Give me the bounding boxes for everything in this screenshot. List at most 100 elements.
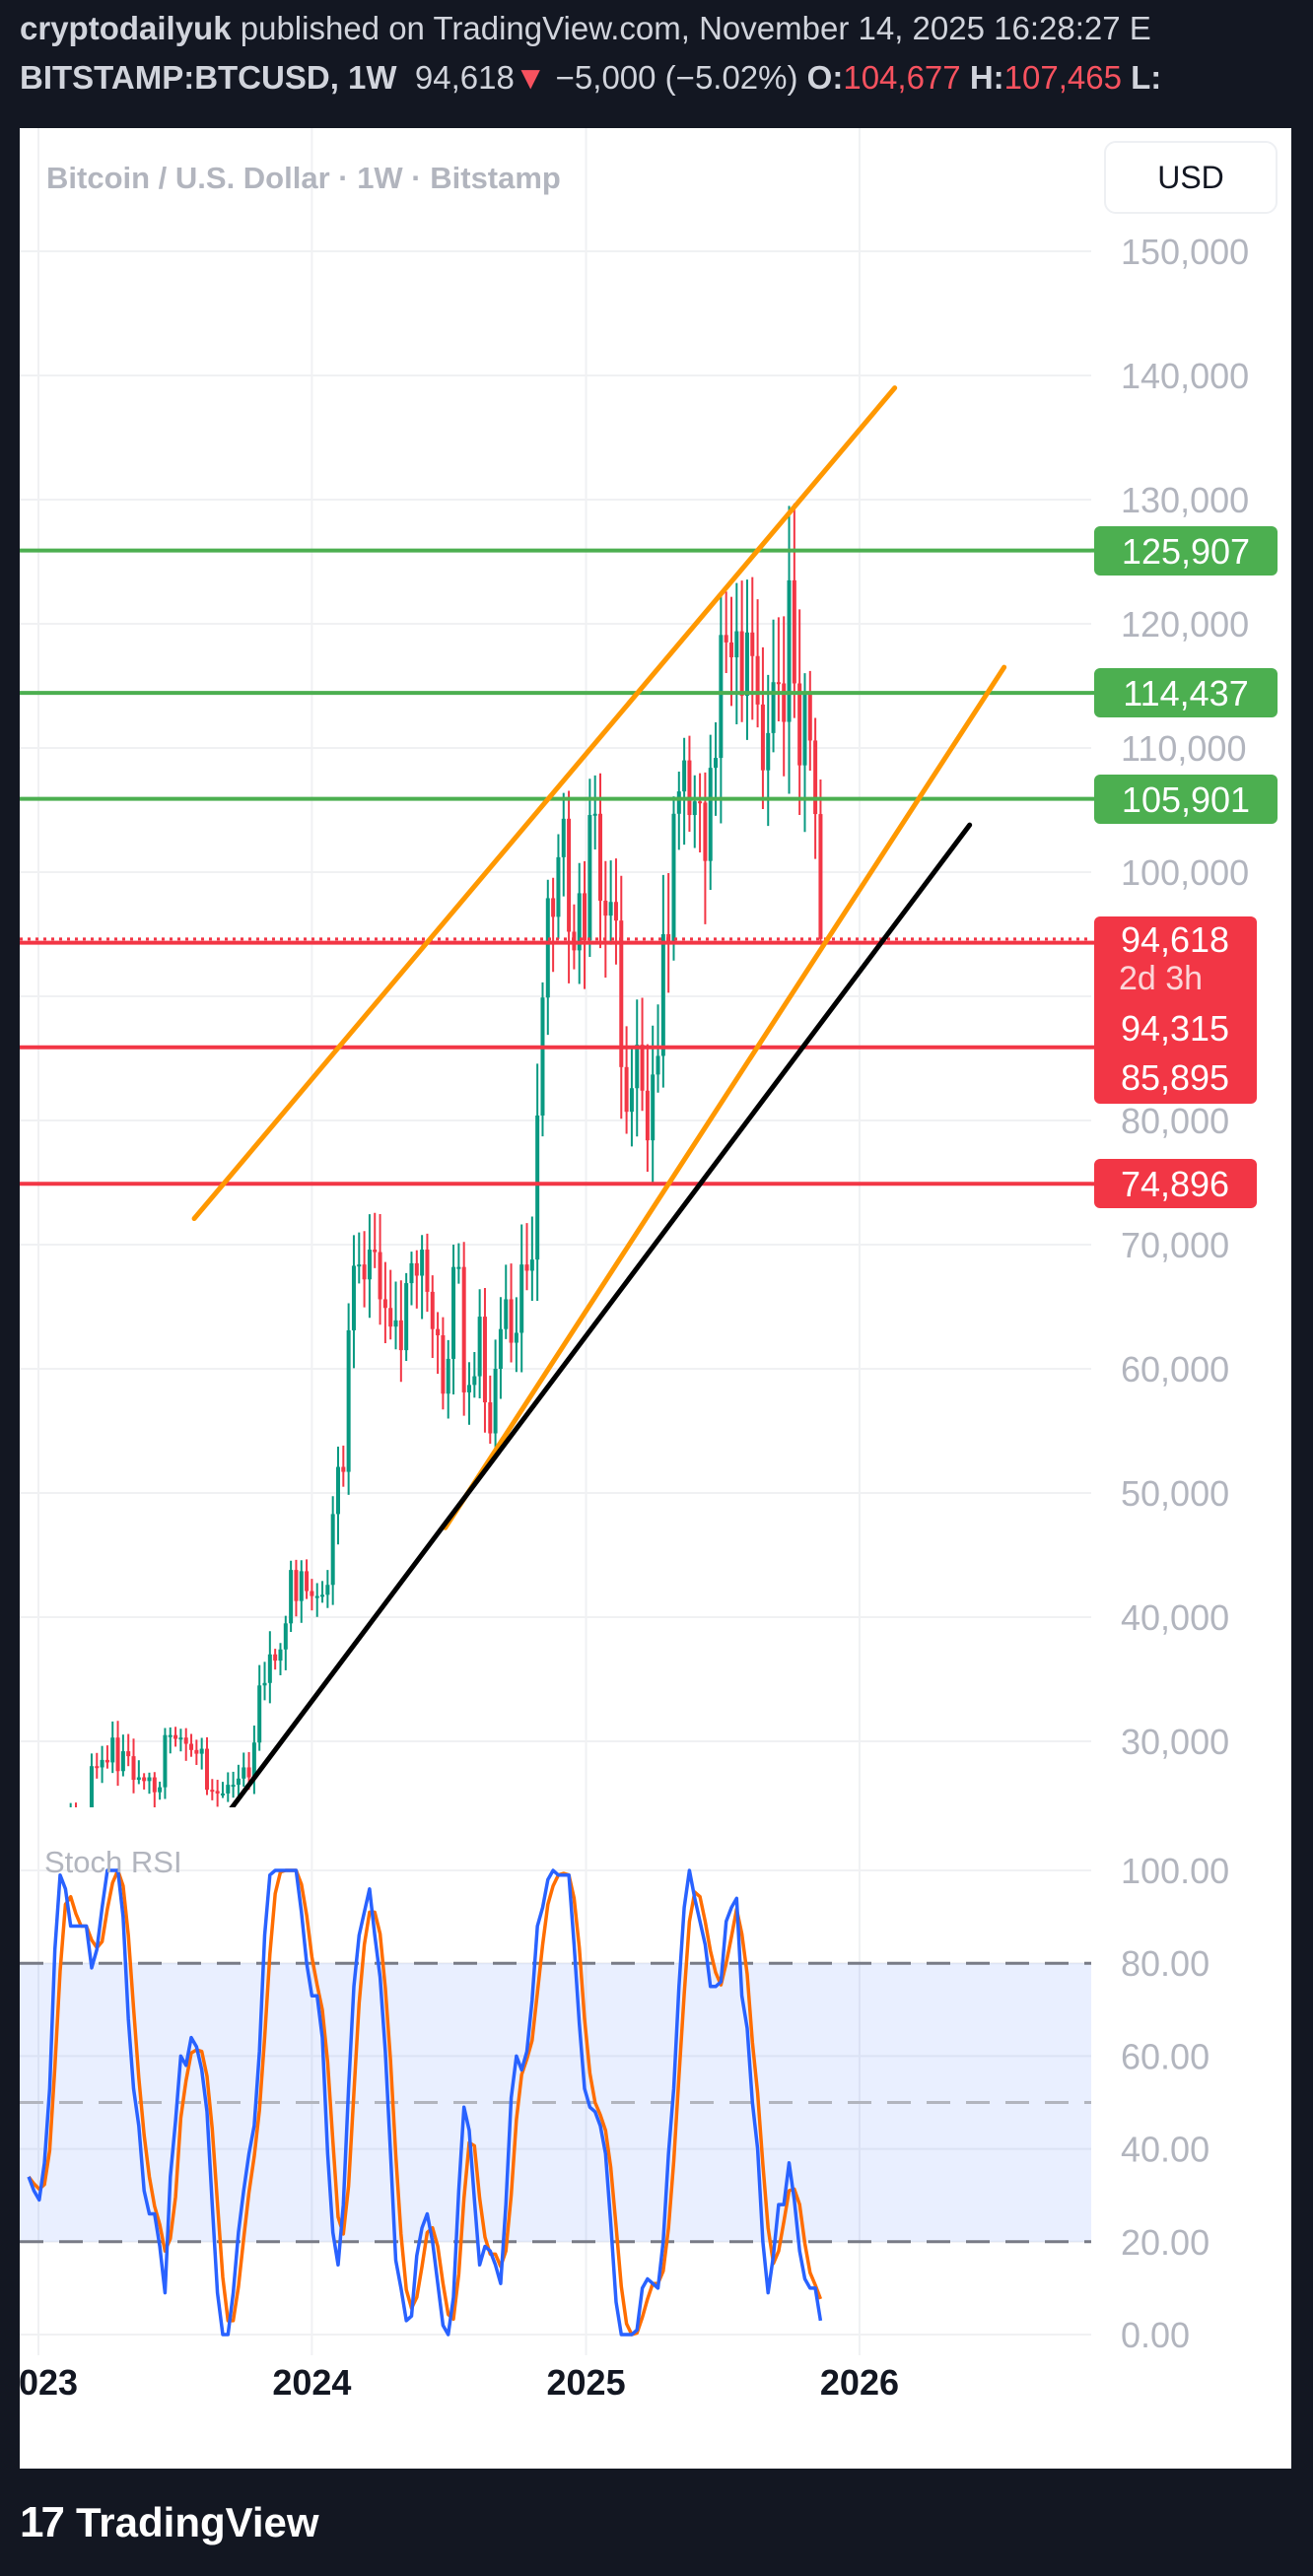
candle-body — [535, 1115, 540, 1260]
candle-body — [346, 1329, 351, 1472]
candle-body — [142, 1777, 147, 1782]
candle-body — [178, 1737, 183, 1740]
candle-body — [451, 1266, 456, 1359]
currency-button[interactable]: USD — [1104, 141, 1278, 214]
candle-body — [430, 1291, 435, 1329]
level-label-bg — [1094, 1159, 1257, 1208]
candle-body — [687, 760, 692, 816]
candle-body — [472, 1376, 477, 1386]
candle-body — [131, 1756, 136, 1781]
open-value: 104,677 — [843, 59, 961, 96]
author-name[interactable]: cryptodailyuk — [20, 10, 232, 46]
candle-body — [619, 920, 624, 1067]
trendlines[interactable] — [191, 385, 1007, 1811]
candle-body — [724, 635, 728, 643]
candle-body — [729, 642, 733, 658]
candle-body — [603, 900, 608, 916]
candle-body — [608, 902, 613, 916]
candle-body — [467, 1385, 471, 1392]
candle-body — [226, 1785, 231, 1794]
horizontal-levels[interactable] — [20, 548, 1091, 1186]
stoch-rsi-lines — [27, 1868, 823, 2337]
price-tick-label: 100,000 — [1121, 852, 1249, 893]
candle-body — [267, 1654, 272, 1683]
time-tick-label: 2025 — [547, 2362, 626, 2403]
candle-body — [220, 1793, 225, 1796]
candle-body — [168, 1734, 173, 1737]
level-label-74896: 74,896 — [1121, 1164, 1229, 1204]
price-tick-label: 60,000 — [1121, 1349, 1229, 1390]
time-axis[interactable]: 2023 2024 2025 2026 — [0, 2362, 899, 2403]
price-tick-label: 120,000 — [1121, 604, 1249, 644]
candle-body — [651, 1074, 656, 1141]
candle-body — [325, 1585, 330, 1595]
candle-body — [587, 815, 592, 941]
stoch-tick-label: 60.00 — [1121, 2036, 1209, 2076]
candle-body — [446, 1358, 450, 1394]
candle-body — [152, 1777, 157, 1793]
candle-body — [524, 1264, 529, 1271]
candle-body — [640, 1045, 645, 1091]
candle-body — [299, 1571, 304, 1601]
tradingview-logo[interactable]: 17 TradingView — [20, 2493, 319, 2552]
candle-body — [236, 1778, 241, 1786]
price-tick-label: 50,000 — [1121, 1473, 1229, 1514]
stoch-axis[interactable]: 100.00 80.00 60.00 40.00 20.00 0.00 — [1121, 1851, 1229, 2355]
candle-body — [378, 1252, 382, 1300]
high-value: 107,465 — [1003, 59, 1122, 96]
candle-body — [336, 1466, 340, 1515]
candle-body — [456, 1266, 461, 1269]
candle-body — [703, 802, 708, 861]
price-labels: 125,907 114,437 105,901 94,618 2d 3h 94,… — [1091, 526, 1278, 1208]
candle-body — [115, 1737, 120, 1772]
trendline-channel-1 — [443, 664, 1007, 1530]
time-tick-label: 2026 — [820, 2362, 899, 2403]
trendline-support — [229, 822, 973, 1807]
stoch-title: Stoch RSI — [44, 1845, 182, 1879]
candle-body — [341, 1466, 346, 1472]
price-tick-label: 130,000 — [1121, 480, 1249, 520]
candle-body — [305, 1571, 310, 1592]
level-label-105901: 105,901 — [1122, 780, 1250, 820]
candle-body — [409, 1262, 414, 1284]
candle-body — [110, 1737, 115, 1763]
stoch-bands — [20, 1961, 1091, 2244]
price-tick-label: 70,000 — [1121, 1225, 1229, 1265]
chart-title: Bitcoin / U.S. Dollar · 1W · Bitstamp — [46, 161, 561, 195]
candle-body — [436, 1328, 441, 1335]
price-axis[interactable]: 150,000 140,000 130,000 120,000 110,000 100,0… — [1121, 232, 1249, 1762]
candle-body — [362, 1264, 367, 1280]
price-change: −5,000 (−5.02%) — [555, 59, 798, 96]
candle-body — [782, 683, 787, 722]
candle-body — [592, 813, 597, 816]
stoch-tick-label: 40.00 — [1121, 2130, 1209, 2170]
candle-body — [278, 1649, 283, 1661]
candle-body — [189, 1743, 194, 1750]
candle-body — [373, 1250, 378, 1253]
candle-body — [509, 1299, 514, 1343]
candle-body — [583, 893, 587, 941]
candle-body — [104, 1759, 109, 1763]
candle-body — [540, 997, 545, 1116]
candle-body — [477, 1317, 482, 1377]
low-label: L: — [1131, 59, 1162, 96]
candle-body — [577, 893, 582, 951]
price-tick-label: 40,000 — [1121, 1597, 1229, 1638]
candle-body — [792, 579, 796, 684]
level-label-bg — [1094, 775, 1278, 824]
candle-body — [787, 579, 792, 722]
candle-body — [382, 1299, 387, 1309]
symbol: BITSTAMP:BTCUSD, 1W — [20, 59, 397, 96]
candle-body — [698, 801, 703, 804]
candle-body — [273, 1654, 278, 1661]
candle-body — [242, 1767, 246, 1779]
publish-text: published on TradingView.com, November 1… — [231, 10, 1151, 46]
stoch-tick-label: 100.00 — [1121, 1851, 1229, 1891]
candle-body — [404, 1283, 409, 1351]
candle-body — [251, 1742, 256, 1778]
stoch-tick-label: 20.00 — [1121, 2222, 1209, 2263]
candle-body — [398, 1320, 403, 1351]
candle-body — [461, 1266, 466, 1392]
candle-body — [545, 898, 550, 998]
